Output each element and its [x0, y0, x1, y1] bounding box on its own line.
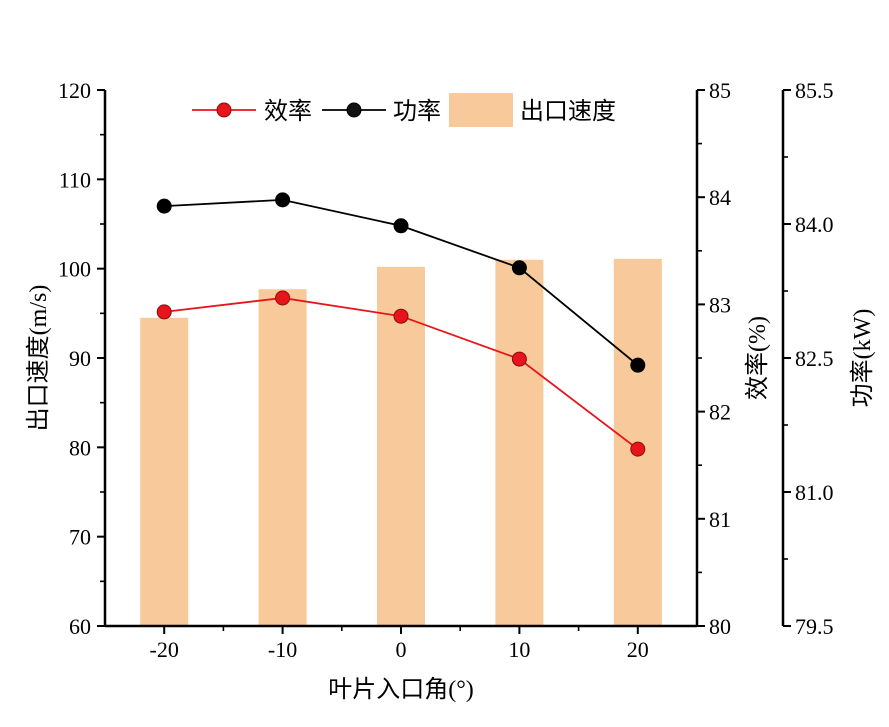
frame	[103, 90, 785, 628]
lines-layer	[156, 192, 646, 457]
right1-tick-label: 83	[709, 292, 731, 317]
legend: 效率 功率 出口速度	[192, 93, 616, 127]
right2-tick-label: 84.0	[795, 212, 834, 237]
legend-power-marker	[346, 102, 362, 118]
power-point-10	[511, 260, 527, 276]
left-tick-label: 120	[58, 78, 91, 103]
right1-tick-label: 84	[709, 185, 731, 210]
left-tick-label: 70	[69, 525, 91, 550]
bar-velocity--20	[140, 317, 189, 626]
legend-velocity-label: 出口速度	[520, 98, 616, 125]
legend-power-label: 功率	[393, 98, 441, 125]
power-point--10	[275, 192, 291, 208]
right-axis-1-label: 效率(%)	[744, 316, 771, 400]
x-tick-label: 0	[396, 637, 407, 662]
right-axis-2-label: 功率(kW)	[849, 309, 876, 408]
efficiency-point-10	[511, 351, 527, 367]
right1-tick-label: 80	[709, 614, 731, 639]
x-axis-label: 叶片入口角(°)	[328, 676, 474, 703]
bar-velocity--10	[258, 289, 307, 626]
right1-tick-label: 85	[709, 78, 731, 103]
power-point--20	[156, 198, 172, 214]
left-tick-label: 100	[58, 257, 91, 282]
legend-velocity-swatch	[449, 93, 513, 127]
left-axis: 60 70 80 90 100 110 120	[58, 78, 105, 639]
right2-tick-label: 81.0	[795, 480, 834, 505]
efficiency-point--10	[275, 290, 291, 306]
right2-tick-label: 82.5	[795, 346, 834, 371]
efficiency-point--20	[156, 304, 172, 320]
right2-tick-label: 79.5	[795, 614, 834, 639]
bar-velocity-0	[377, 266, 425, 626]
left-axis-label: 出口速度(m/s)	[25, 285, 52, 432]
left-tick-label: 110	[59, 167, 91, 192]
right1-tick-label: 82	[709, 400, 731, 425]
x-tick-label: -20	[150, 637, 179, 662]
x-tick-label: -10	[268, 637, 297, 662]
x-tick-label: 10	[508, 637, 530, 662]
right2-tick-label: 85.5	[795, 78, 834, 103]
bar-velocity-10	[495, 259, 544, 626]
power-point-0	[393, 218, 409, 234]
x-axis: -20 -10 0 10 20	[150, 626, 649, 662]
right1-tick-label: 81	[709, 507, 731, 532]
legend-efficiency-label: 效率	[264, 98, 312, 125]
efficiency-point-20	[630, 441, 646, 457]
efficiency-point-0	[393, 308, 409, 324]
power-point-20	[630, 357, 646, 373]
left-tick-label: 90	[69, 346, 91, 371]
right-axis-power: 79.5 81.0 82.5 84.0 85.5	[783, 78, 834, 639]
left-tick-label: 80	[69, 435, 91, 460]
x-tick-label: 20	[627, 637, 649, 662]
legend-efficiency-marker	[216, 102, 232, 118]
left-tick-label: 60	[69, 614, 91, 639]
right-axis-efficiency: 80 81 82 83 84 85	[697, 78, 731, 639]
